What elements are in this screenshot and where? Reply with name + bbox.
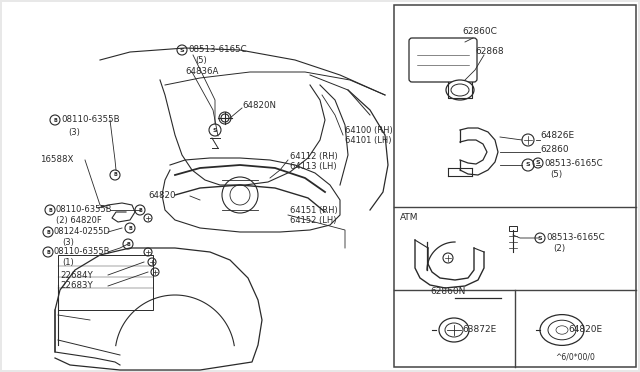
Text: S: S [536, 160, 540, 166]
Text: S: S [538, 235, 542, 241]
Text: 64152 (LH): 64152 (LH) [290, 217, 337, 225]
Text: (3): (3) [62, 238, 74, 247]
Text: 08513-6165C: 08513-6165C [546, 234, 605, 243]
Ellipse shape [445, 323, 463, 337]
Text: 08110-6355B: 08110-6355B [61, 115, 120, 125]
Text: 62868: 62868 [475, 48, 504, 57]
Text: 62860: 62860 [540, 145, 568, 154]
Ellipse shape [548, 320, 576, 340]
Text: 62860C: 62860C [462, 28, 497, 36]
Text: 63872E: 63872E [462, 326, 496, 334]
Text: 64101 (LH): 64101 (LH) [345, 137, 392, 145]
Text: (5): (5) [550, 170, 562, 179]
Ellipse shape [540, 315, 584, 345]
Text: (2): (2) [553, 244, 565, 253]
Text: B: B [128, 225, 132, 231]
Text: 64112 (RH): 64112 (RH) [290, 151, 338, 160]
Text: B: B [48, 208, 52, 212]
FancyBboxPatch shape [409, 38, 477, 82]
Text: 64820N: 64820N [242, 100, 276, 109]
Text: B: B [53, 118, 57, 122]
Text: 22683Y: 22683Y [60, 282, 93, 291]
Text: 64100 (RH): 64100 (RH) [345, 125, 393, 135]
Bar [394, 5, 636, 367]
Text: B: B [46, 250, 50, 254]
Text: (3): (3) [68, 128, 80, 137]
Text: S: S [212, 128, 218, 132]
Text: 64113 (LH): 64113 (LH) [290, 163, 337, 171]
Text: 08513-6165C: 08513-6165C [544, 158, 603, 167]
Ellipse shape [446, 80, 474, 100]
Text: B: B [46, 230, 50, 234]
Text: 08110-6355B: 08110-6355B [56, 205, 113, 215]
Text: 16588X: 16588X [40, 155, 74, 164]
Text: 08124-0255D: 08124-0255D [54, 228, 111, 237]
Text: S: S [525, 163, 531, 167]
Text: ATM: ATM [400, 214, 419, 222]
Text: B: B [138, 208, 142, 212]
Text: 64820E: 64820E [568, 326, 602, 334]
Text: ^6/0*00/0: ^6/0*00/0 [555, 353, 595, 362]
Text: 64820: 64820 [148, 192, 175, 201]
Text: (1): (1) [62, 259, 74, 267]
Text: 64151 (RH): 64151 (RH) [290, 205, 338, 215]
Text: 64836A: 64836A [185, 67, 218, 77]
Text: 08110-6355B: 08110-6355B [54, 247, 111, 257]
Text: (5): (5) [195, 55, 207, 64]
Text: (2) 64820F: (2) 64820F [56, 217, 102, 225]
Bar [58, 255, 153, 310]
Text: B: B [113, 173, 117, 177]
Text: 08513-6165C: 08513-6165C [188, 45, 246, 55]
Text: S: S [180, 48, 184, 52]
Ellipse shape [451, 84, 469, 96]
Bar [509, 226, 517, 231]
Text: B: B [126, 241, 130, 247]
Ellipse shape [556, 326, 568, 334]
Text: 64826E: 64826E [540, 131, 574, 140]
Text: 22684Y: 22684Y [60, 270, 93, 279]
Text: 62860N: 62860N [430, 288, 465, 296]
